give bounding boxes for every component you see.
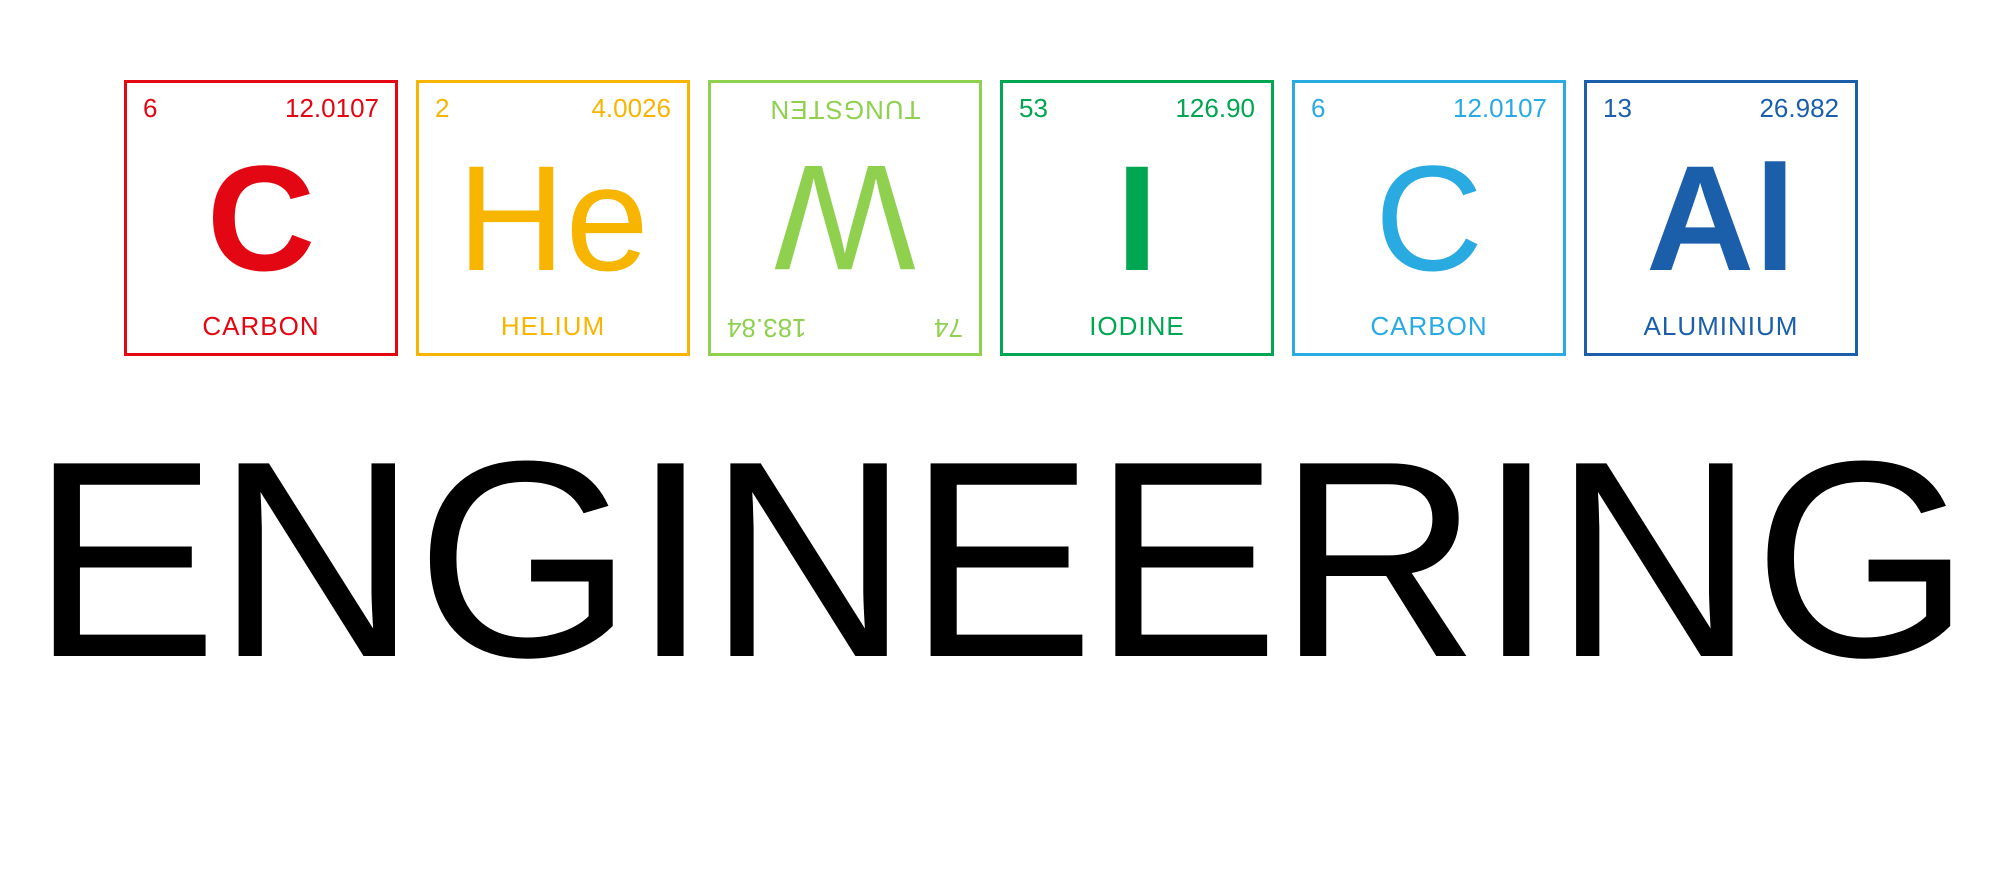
atomic-mass: 12.0107 bbox=[1453, 95, 1547, 121]
element-tile-c: 6 12.0107 C CARBON bbox=[124, 80, 398, 356]
element-name: IODINE bbox=[1019, 313, 1255, 339]
element-symbol: He bbox=[457, 143, 649, 293]
element-name: ALUMINIUM bbox=[1603, 313, 1839, 339]
atomic-number: 6 bbox=[1311, 95, 1325, 121]
element-tile-he: 2 4.0026 He HELIUM bbox=[416, 80, 690, 356]
subtitle-text: ENGINEERING bbox=[31, 400, 1969, 721]
atomic-mass: 126.90 bbox=[1175, 95, 1255, 121]
element-top-row: 6 12.0107 bbox=[1311, 95, 1547, 121]
atomic-mass: 4.0026 bbox=[591, 95, 671, 121]
element-name: TUNGSTEN bbox=[727, 97, 963, 123]
element-symbol: C bbox=[207, 143, 315, 293]
atomic-mass: 183.84 bbox=[727, 315, 807, 341]
atomic-number: 6 bbox=[143, 95, 157, 121]
atomic-number: 74 bbox=[934, 315, 963, 341]
element-top-row: 6 12.0107 bbox=[143, 95, 379, 121]
element-tile-c: 6 12.0107 C CARBON bbox=[1292, 80, 1566, 356]
elements-row: 6 12.0107 C CARBON 2 4.0026 He HELIUM 74 183.84 WT… bbox=[124, 80, 1858, 356]
element-name: CARBON bbox=[143, 313, 379, 339]
element-symbol: Al bbox=[1646, 143, 1796, 293]
element-name: HELIUM bbox=[435, 313, 671, 339]
atomic-number: 13 bbox=[1603, 95, 1632, 121]
atomic-number: 53 bbox=[1019, 95, 1048, 121]
element-top-row: 2 4.0026 bbox=[435, 95, 671, 121]
element-symbol: W bbox=[774, 143, 916, 293]
element-top-row: 13 26.982 bbox=[1603, 95, 1839, 121]
element-name: CARBON bbox=[1311, 313, 1547, 339]
element-tile-w: 74 183.84 W TUNGSTEN bbox=[708, 80, 982, 356]
element-symbol: I bbox=[1116, 143, 1158, 293]
element-symbol: C bbox=[1375, 143, 1483, 293]
element-tile-i: 53 126.90 I IODINE bbox=[1000, 80, 1274, 356]
atomic-number: 2 bbox=[435, 95, 449, 121]
element-top-row: 53 126.90 bbox=[1019, 95, 1255, 121]
atomic-mass: 12.0107 bbox=[285, 95, 379, 121]
element-top-row: 74 183.84 bbox=[727, 315, 963, 341]
atomic-mass: 26.982 bbox=[1759, 95, 1839, 121]
element-tile-al: 13 26.982 Al ALUMINIUM bbox=[1584, 80, 1858, 356]
